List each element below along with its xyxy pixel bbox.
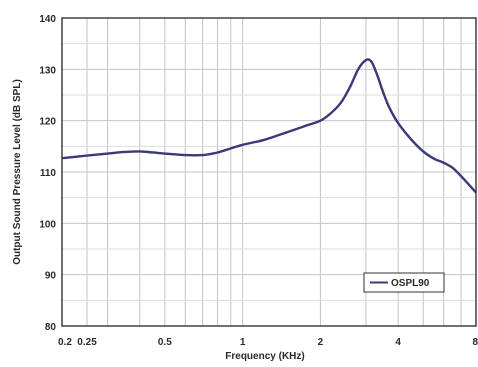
y-tick-label: 90 (45, 271, 57, 282)
legend-box (363, 272, 445, 293)
x-tick-label: 8 (472, 337, 478, 348)
x-tick-label: 1 (240, 337, 246, 348)
y-tick-label: 100 (39, 219, 56, 230)
legend-label-ospl90: OSPL90 (391, 278, 430, 289)
plot-frame (61, 17, 477, 327)
x-tick-label: 0.2 (58, 337, 72, 348)
x-tick-label: 2 (318, 337, 324, 348)
y-axis-label: Output Sound Pressure Level (dB SPL) (12, 79, 23, 265)
y-tick-label: 130 (39, 65, 56, 76)
legend: OSPL90 (363, 272, 445, 293)
y-tick-label: 140 (39, 14, 56, 25)
series-line-ospl90 (61, 58, 477, 194)
y-tick-label: 80 (45, 322, 57, 333)
x-axis-label: Frequency (KHz) (225, 351, 304, 362)
x-tick-label: 0.25 (77, 337, 97, 348)
x-tick-labels: 0.2 0.25 0.5 1 2 4 8 (58, 337, 478, 348)
x-tick-label: 4 (395, 337, 401, 348)
y-tick-labels: 80 90 100 110 120 130 140 (39, 14, 56, 333)
y-tick-label: 110 (40, 168, 57, 179)
y-tick-label: 120 (39, 117, 56, 128)
x-tick-label: 0.5 (158, 337, 172, 348)
